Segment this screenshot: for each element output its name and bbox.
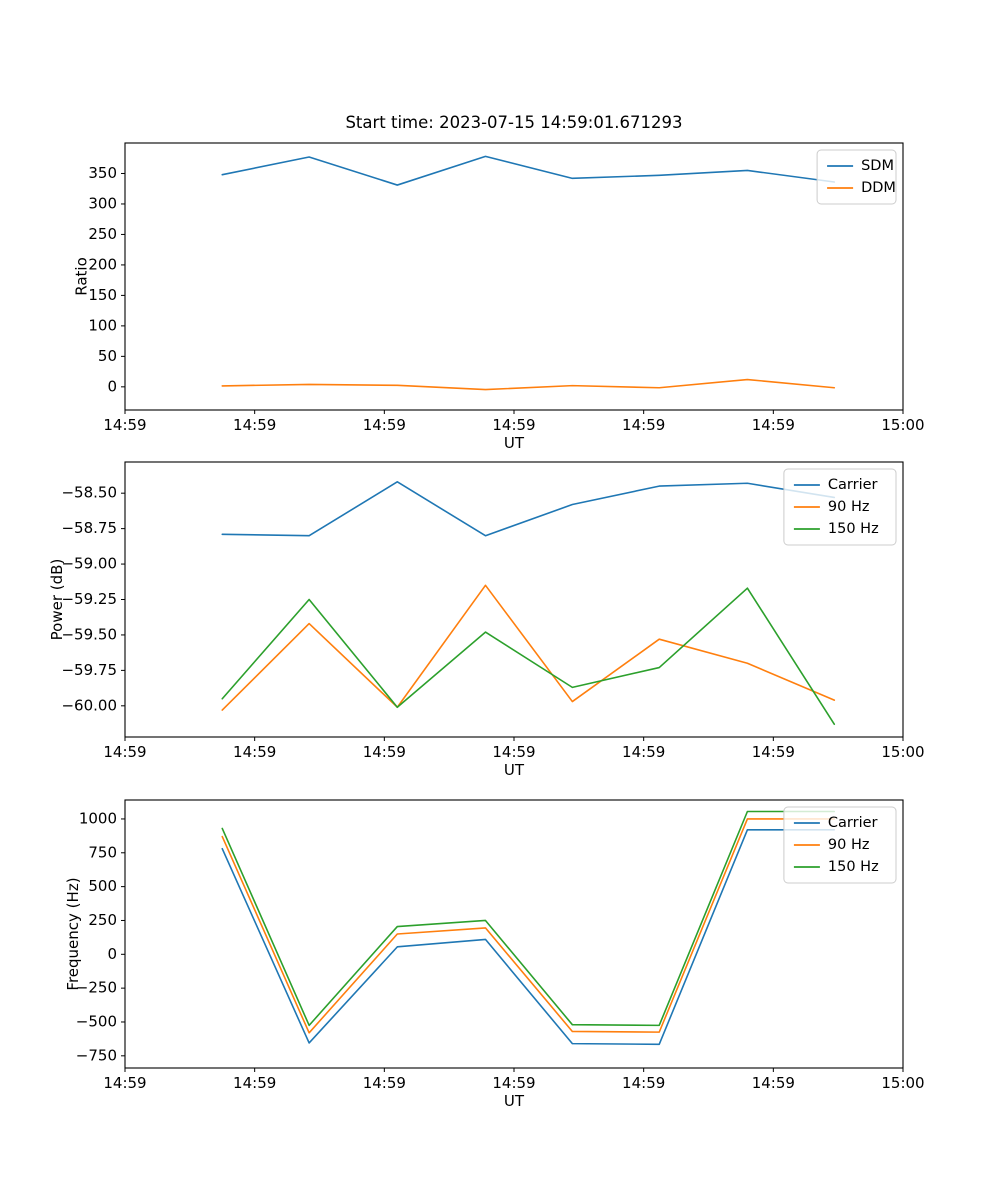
data-area	[221, 810, 836, 1046]
x-tick-label: 15:00	[881, 1074, 924, 1092]
data-line-carrier	[221, 481, 836, 537]
axes-frame	[124, 142, 904, 411]
x-axis-label: UT	[504, 761, 525, 779]
x-tick-label: 14:59	[752, 743, 795, 761]
x-tick-label: 14:59	[363, 416, 406, 434]
x-tick-label: 14:59	[103, 743, 146, 761]
x-axis-label: UT	[504, 434, 525, 452]
axes-frame	[124, 799, 904, 1069]
subplot-power: 14:59 14:59 14:59 14:59 14:59 14:59 15:00 −58.5…	[0, 440, 1000, 785]
legend: Carrier 90 Hz 150 Hz	[783, 806, 897, 884]
x-axis-label: UT	[504, 1092, 525, 1110]
legend-box	[783, 806, 897, 884]
y-tick-label: 750	[88, 843, 117, 861]
data-line-carrier	[221, 828, 836, 1046]
y-tick-label: −60.00	[61, 696, 117, 714]
x-tick-label: 14:59	[622, 416, 665, 434]
y-axis-label: Frequency (Hz)	[64, 877, 82, 990]
x-tick-label: 14:59	[233, 743, 276, 761]
legend-box	[816, 149, 897, 205]
data-line-90-hz	[221, 584, 836, 711]
x-tick-label: 14:59	[103, 416, 146, 434]
y-axis-label: Power (dB)	[48, 559, 66, 641]
legend-label-150-hz: 150 Hz	[828, 521, 879, 537]
y-tick-label: −58.50	[61, 484, 117, 502]
y-tick-label: 200	[88, 255, 117, 273]
legend: SDM DDM	[816, 149, 897, 205]
x-tick-label: 14:59	[103, 1074, 146, 1092]
x-tick-label: 14:59	[233, 1074, 276, 1092]
y-tick-label: 250	[88, 225, 117, 243]
y-tick-label: −59.00	[61, 555, 117, 573]
y-axis-label: Ratio	[72, 257, 90, 296]
y-tick-label: −58.75	[61, 519, 117, 537]
x-tick-label: 14:59	[363, 743, 406, 761]
subplot-frequency: 14:59 14:59 14:59 14:59 14:59 14:59 15:00 −750 −…	[0, 770, 1000, 1145]
axes-frame	[124, 461, 904, 738]
y-tick-label: −250	[76, 979, 117, 997]
x-tick-label: 15:00	[881, 743, 924, 761]
data-line-90-hz	[221, 818, 836, 1034]
x-tick-label: 14:59	[492, 416, 535, 434]
y-tick-label: −500	[76, 1012, 117, 1030]
legend-label-ddm: DDM	[861, 180, 896, 196]
y-tick-label: 250	[88, 911, 117, 929]
legend-label-carrier: Carrier	[828, 815, 878, 831]
x-tick-label: 14:59	[622, 743, 665, 761]
subplot-ratio: Start time: 2023-07-15 14:59:01.671293 14…	[0, 110, 1000, 455]
legend-label-150-hz: 150 Hz	[828, 859, 879, 875]
y-tick-label: 50	[98, 347, 117, 365]
y-tick-label: −59.75	[61, 661, 117, 679]
y-tick-label: 0	[107, 377, 117, 395]
legend-label-sdm: SDM	[861, 158, 894, 174]
data-line-ddm	[221, 378, 836, 391]
x-tick-label: 14:59	[233, 416, 276, 434]
y-tick-label: 300	[88, 194, 117, 212]
x-tick-label: 15:00	[881, 416, 924, 434]
x-tick-label: 14:59	[752, 416, 795, 434]
data-area	[221, 155, 836, 391]
plot-title: Start time: 2023-07-15 14:59:01.671293	[345, 113, 682, 132]
x-tick-label: 14:59	[752, 1074, 795, 1092]
legend: Carrier 90 Hz 150 Hz	[783, 468, 897, 546]
legend-label-carrier: Carrier	[828, 477, 878, 493]
x-tick-label: 14:59	[622, 1074, 665, 1092]
x-tick-label: 14:59	[363, 1074, 406, 1092]
legend-box	[783, 468, 897, 546]
y-tick-label: 150	[88, 286, 117, 304]
data-area	[221, 481, 836, 726]
y-tick-label: −750	[76, 1046, 117, 1064]
data-line-150-hz	[221, 587, 836, 726]
y-tick-label: 500	[88, 877, 117, 895]
y-tick-label: −59.50	[61, 625, 117, 643]
y-tick-label: −59.25	[61, 590, 117, 608]
legend-label-90-hz: 90 Hz	[828, 499, 870, 515]
data-line-150-hz	[221, 810, 836, 1027]
y-tick-label: 0	[107, 945, 117, 963]
x-tick-label: 14:59	[492, 1074, 535, 1092]
y-tick-label: 1000	[79, 809, 117, 827]
y-tick-label: 100	[88, 316, 117, 334]
legend-label-90-hz: 90 Hz	[828, 837, 870, 853]
y-tick-label: 350	[88, 164, 117, 182]
data-line-sdm	[221, 155, 836, 186]
x-tick-label: 14:59	[492, 743, 535, 761]
